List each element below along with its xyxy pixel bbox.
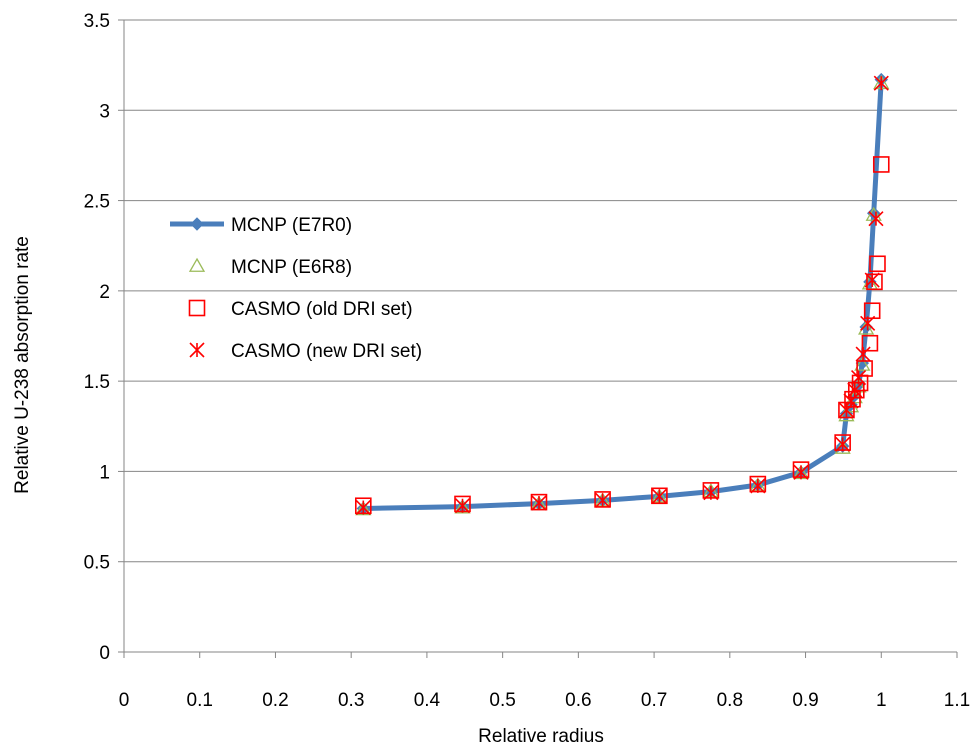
y-tick-label: 0.5 [84, 553, 110, 574]
data-point [856, 360, 873, 377]
data-point [850, 369, 867, 386]
data-point [868, 211, 884, 227]
x-tick-label: 0.3 [338, 690, 364, 711]
data-point [860, 315, 876, 331]
x-tick-label: 0.4 [414, 690, 441, 711]
data-point [355, 501, 372, 516]
y-tick-label: 3.5 [84, 11, 110, 32]
legend-layer: MCNP (E7R0) MCNP (E6R8) CASMO (old DRI set… [170, 215, 422, 362]
data-point [866, 273, 883, 291]
series-line [363, 79, 884, 511]
legend-marker [190, 217, 204, 231]
y-tick-label: 1.5 [84, 372, 110, 393]
x-tick-label: 1 [876, 690, 887, 711]
legend-label: MCNP (E6R8) [231, 257, 352, 278]
data-point [454, 499, 471, 514]
x-tick-label: 0.6 [565, 690, 591, 711]
legend-marker [188, 299, 206, 317]
legend-item: MCNP (E6R8) [188, 257, 352, 278]
y-tick-label: 1 [99, 462, 110, 483]
data-point [835, 436, 851, 452]
data-point [873, 75, 889, 91]
y-tick-label: 2 [99, 282, 110, 303]
series-casmo-new-dri-set [355, 75, 889, 516]
series-casmo-old-dri-set [354, 156, 890, 515]
series-mcnp-e6r8 [355, 74, 890, 516]
legend-item: CASMO (old DRI set) [188, 299, 413, 320]
y-tick-label: 0 [99, 643, 110, 664]
legend-item: MCNP (E7R0) [170, 215, 352, 236]
data-point [651, 488, 667, 504]
data-point [838, 401, 855, 419]
data-point [854, 356, 871, 371]
data-point [595, 492, 611, 508]
x-tick-label: 1.1 [944, 690, 970, 711]
data-point [843, 393, 859, 409]
y-axis-title: Relative U-238 absorption rate [12, 236, 33, 494]
axes-layer [123, 20, 957, 653]
series-mcnp-e7r0 [356, 72, 888, 516]
legend-marker [188, 257, 206, 272]
grid-layer [124, 19, 957, 563]
x-tick-label: 0.9 [792, 690, 818, 711]
ticks-layer: 0 0.5 1 1.5 2 2.5 3 3.5 0 0.1 0.2 0.3 0.4 0.5 0.6 0.7 0.… [84, 11, 971, 711]
series-layer [354, 72, 890, 516]
data-point [703, 485, 719, 501]
data-point [355, 499, 371, 516]
legend-marker [189, 342, 205, 358]
y-tick-label: 2.5 [84, 192, 110, 213]
data-point [864, 272, 880, 288]
x-tick-label: 0.1 [187, 690, 213, 711]
x-tick-label: 0 [119, 690, 130, 711]
data-point [793, 464, 809, 480]
x-tick-label: 0.2 [262, 690, 288, 711]
x-tick-label: 0.7 [641, 690, 667, 711]
data-point [750, 478, 766, 494]
x-axis-title: Relative radius [478, 726, 604, 747]
y-tick-label: 3 [99, 101, 110, 122]
data-point [454, 498, 471, 514]
x-tick-label: 0.8 [717, 690, 743, 711]
legend-label: CASMO (old DRI set) [231, 299, 413, 320]
data-point [869, 255, 886, 273]
data-point [861, 334, 879, 352]
legend-label: CASMO (new DRI set) [231, 341, 422, 362]
data-point [531, 495, 547, 511]
x-tick-label: 0.5 [489, 690, 515, 711]
data-point [872, 156, 890, 173]
legend-item: CASMO (new DRI set) [189, 341, 422, 362]
data-point [847, 382, 863, 398]
legend-label: MCNP (E7R0) [231, 215, 352, 236]
data-point [855, 346, 871, 362]
